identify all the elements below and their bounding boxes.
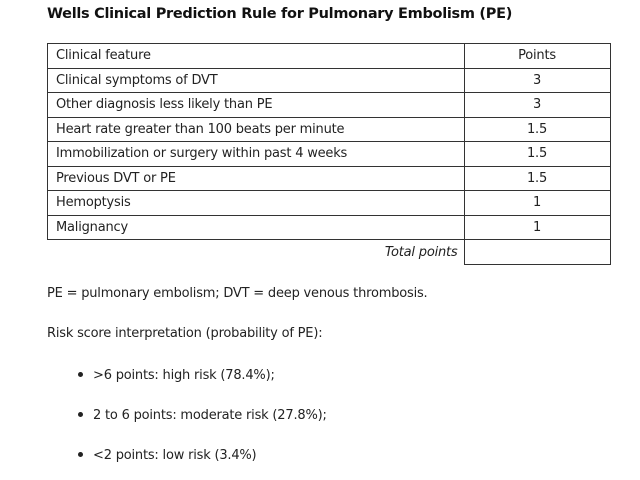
feature-cell: Clinical symptoms of DVT: [47, 67, 465, 93]
table-row: Hemoptysis 1: [47, 190, 611, 216]
list-item: <2 points: low risk (3.4%): [78, 436, 327, 476]
bullet-icon: [78, 372, 83, 377]
table-row: Malignancy 1: [47, 214, 611, 240]
points-cell: 1: [463, 190, 611, 216]
points-cell: 3: [463, 92, 611, 118]
risk-item-moderate: 2 to 6 points: moderate risk (27.8%);: [93, 408, 327, 423]
feature-cell: Previous DVT or PE: [47, 165, 465, 191]
table-row: Immobilization or surgery within past 4 …: [47, 141, 611, 167]
page-title: Wells Clinical Prediction Rule for Pulmo…: [47, 6, 513, 22]
points-cell: 1.5: [463, 165, 611, 191]
risk-list: >6 points: high risk (78.4%); 2 to 6 poi…: [78, 356, 327, 476]
list-item: 2 to 6 points: moderate risk (27.8%);: [78, 396, 327, 436]
bullet-icon: [78, 452, 83, 457]
table-row: Previous DVT or PE 1.5: [47, 165, 611, 191]
abbreviations-footnote: PE = pulmonary embolism; DVT = deep veno…: [47, 286, 428, 301]
total-points-label: Total points: [384, 244, 458, 260]
feature-cell: Malignancy: [47, 214, 465, 240]
points-cell: 1.5: [463, 141, 611, 167]
feature-cell: Other diagnosis less likely than PE: [47, 92, 465, 118]
risk-item-high: >6 points: high risk (78.4%);: [93, 368, 275, 383]
wells-score-table: Clinical feature Points Clinical symptom…: [47, 43, 611, 265]
column-header-points: Points: [463, 43, 611, 69]
points-cell: 3: [463, 67, 611, 93]
total-points-value: [463, 239, 611, 265]
table-row: Clinical symptoms of DVT 3: [47, 67, 611, 93]
feature-cell: Immobilization or surgery within past 4 …: [47, 141, 465, 167]
total-row: Total points: [48, 239, 611, 265]
feature-cell: Hemoptysis: [47, 190, 465, 216]
feature-cell: Heart rate greater than 100 beats per mi…: [47, 116, 465, 142]
points-cell: 1: [463, 214, 611, 240]
points-cell: 1.5: [463, 116, 611, 142]
list-item: >6 points: high risk (78.4%);: [78, 356, 327, 396]
bullet-icon: [78, 412, 83, 417]
interpretation-heading: Risk score interpretation (probability o…: [47, 326, 323, 341]
table-row: Other diagnosis less likely than PE 3: [47, 92, 611, 118]
table-header-row: Clinical feature Points: [47, 43, 611, 69]
column-header-feature: Clinical feature: [47, 43, 465, 69]
table-row: Heart rate greater than 100 beats per mi…: [47, 116, 611, 142]
risk-item-low: <2 points: low risk (3.4%): [93, 448, 257, 463]
